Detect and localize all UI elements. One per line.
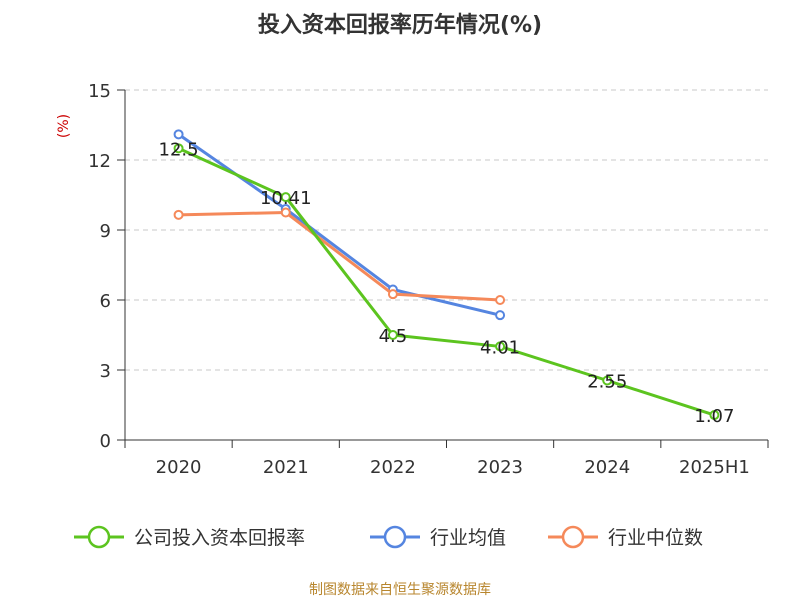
data-point bbox=[280, 207, 291, 218]
y-tick-label: 15 bbox=[88, 81, 111, 102]
x-tick-label: 2020 bbox=[156, 457, 202, 478]
series-line bbox=[177, 132, 502, 317]
x-tick-label: 2021 bbox=[263, 457, 309, 478]
data-point bbox=[387, 330, 398, 340]
data-point bbox=[495, 295, 506, 305]
data-label: 1.07 bbox=[694, 406, 734, 427]
legend-item[interactable]: 行业中位数 bbox=[548, 525, 703, 549]
x-tick-label: 2025H1 bbox=[679, 457, 750, 478]
data-point bbox=[387, 289, 398, 300]
grid-lines bbox=[125, 89, 768, 371]
legend-marker bbox=[87, 525, 111, 549]
legend-marker bbox=[561, 525, 585, 549]
y-axis-unit: (%) bbox=[56, 114, 72, 138]
legend-item[interactable]: 行业均值 bbox=[370, 525, 506, 549]
chart-title: 投入资本回报率历年情况(%) bbox=[258, 12, 542, 38]
data-point bbox=[495, 310, 506, 321]
series-line bbox=[177, 211, 502, 302]
y-tick-label: 9 bbox=[100, 221, 111, 242]
data-point bbox=[173, 209, 184, 220]
axes: 0 3 6 9 12 15 2020 2021 2022 2023 2024 2025H1 bbox=[88, 81, 769, 478]
legend: 公司投入资本回报率 行业均值 行业中位数 bbox=[74, 525, 703, 549]
x-tick-label: 2024 bbox=[584, 457, 630, 478]
data-label: 2.55 bbox=[587, 372, 627, 393]
data-point bbox=[709, 410, 720, 421]
series-line bbox=[177, 146, 716, 417]
data-label: 4.01 bbox=[480, 337, 520, 358]
legend-label: 公司投入资本回报率 bbox=[134, 527, 305, 549]
x-tick-label: 2023 bbox=[477, 457, 523, 478]
data-point bbox=[173, 143, 184, 154]
legend-label: 行业中位数 bbox=[608, 527, 703, 549]
data-label: 12.5 bbox=[159, 139, 199, 160]
y-tick-label: 12 bbox=[88, 151, 111, 172]
legend-label: 行业均值 bbox=[430, 527, 506, 549]
legend-marker bbox=[383, 525, 407, 549]
y-tick-label: 0 bbox=[100, 431, 111, 452]
data-label: 4.5 bbox=[379, 326, 408, 347]
data-label: 10.41 bbox=[260, 188, 312, 209]
data-point bbox=[602, 375, 613, 386]
data-point bbox=[495, 341, 506, 352]
data-point bbox=[173, 129, 184, 140]
source-note: 制图数据来自恒生聚源数据库 bbox=[309, 582, 491, 598]
y-tick-label: 6 bbox=[100, 291, 111, 312]
series-layer bbox=[173, 129, 720, 421]
data-point bbox=[280, 192, 291, 203]
x-tick-label: 2022 bbox=[370, 457, 416, 478]
y-tick-label: 3 bbox=[100, 361, 111, 382]
data-labels: 12.5 10.41 4.5 4.01 2.55 1.07 bbox=[159, 139, 735, 427]
legend-item[interactable]: 公司投入资本回报率 bbox=[74, 525, 305, 549]
